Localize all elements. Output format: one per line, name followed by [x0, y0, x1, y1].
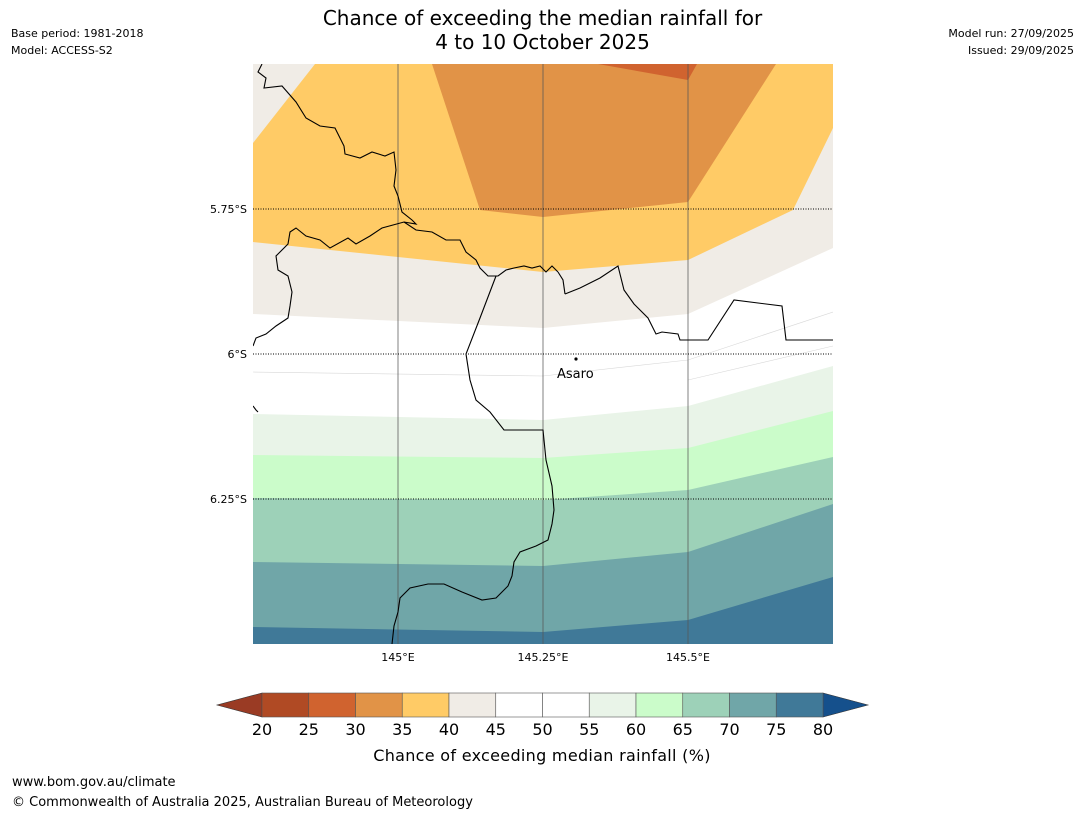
town-label: Asaro [557, 367, 594, 382]
colorbar-segment [542, 692, 590, 718]
lon-label-145-25: 145.25°E [518, 651, 569, 664]
colorbar-segment [775, 692, 824, 718]
colorbar-under-arrow [215, 692, 263, 718]
colorbar-tick-label: 35 [392, 720, 412, 739]
colorbar-tick-label: 80 [813, 720, 833, 739]
boundary-west-2 [403, 221, 559, 277]
colorbar-segment [495, 692, 543, 718]
map-area [253, 64, 833, 644]
footer-copyright: © Commonwealth of Australia 2025, Austra… [12, 795, 473, 810]
colorbar-tick-label: 40 [439, 720, 459, 739]
lat-label-6: 6°S [228, 348, 247, 361]
boundary-west [253, 64, 418, 347]
meta-right: Model run: 27/09/2025 Issued: 29/09/2025 [948, 25, 1074, 59]
colorbar-tick-label: 20 [252, 720, 272, 739]
base-period: Base period: 1981-2018 [11, 27, 144, 40]
title-line-1: Chance of exceeding the median rainfall … [322, 6, 763, 30]
boundary-corner [253, 405, 259, 413]
colorbar-segment [355, 692, 403, 718]
boundary-segment [557, 271, 566, 295]
colorbar-segment [682, 692, 730, 718]
colorbar-over-arrow [822, 692, 870, 718]
colorbar-segment [401, 692, 450, 718]
colorbar-tick-label: 60 [626, 720, 646, 739]
issued-date: Issued: 29/09/2025 [967, 44, 1074, 57]
colorbar: 20 25 30 35 40 45 50 55 60 65 70 75 80 [215, 692, 870, 739]
colorbar-segment [308, 692, 356, 718]
lon-label-145-5: 145.5°E [666, 651, 710, 664]
boundary-center [391, 275, 555, 644]
model-name: Model: ACCESS-S2 [11, 44, 113, 57]
colorbar-tick-label: 45 [486, 720, 506, 739]
colorbar-tick-label: 30 [345, 720, 365, 739]
colorbar-title: Chance of exceeding median rainfall (%) [373, 746, 711, 765]
colorbar-segment [635, 692, 684, 718]
band-30-35 [432, 64, 776, 217]
colorbar-segment [729, 692, 777, 718]
chart-title: Chance of exceeding the median rainfall … [0, 6, 1085, 54]
colorbar-tick-label: 25 [299, 720, 319, 739]
meta-left: Base period: 1981-2018 Model: ACCESS-S2 [11, 25, 143, 59]
colorbar-tick-label: 75 [766, 720, 786, 739]
colorbar-tick-label: 50 [532, 720, 552, 739]
lon-label-145: 145°E [381, 651, 414, 664]
boundary-east [564, 265, 833, 341]
province-boundaries [253, 64, 833, 644]
colorbar-tick-label: 55 [579, 720, 599, 739]
town-marker [574, 357, 578, 361]
colorbar-segment [448, 692, 497, 718]
colorbar-segment [261, 692, 310, 718]
colorbar-tick-label: 70 [719, 720, 739, 739]
colorbar-segment [588, 692, 637, 718]
model-run: Model run: 27/09/2025 [948, 27, 1074, 40]
lat-label-5-75: 5.75°S [210, 203, 247, 216]
title-line-2: 4 to 10 October 2025 [435, 30, 650, 54]
band-25-30 [598, 64, 697, 80]
colorbar-tick-label: 65 [673, 720, 693, 739]
lat-label-6-25: 6.25°S [210, 493, 247, 506]
contour-50b [687, 345, 833, 381]
footer-url: www.bom.gov.au/climate [12, 775, 176, 790]
